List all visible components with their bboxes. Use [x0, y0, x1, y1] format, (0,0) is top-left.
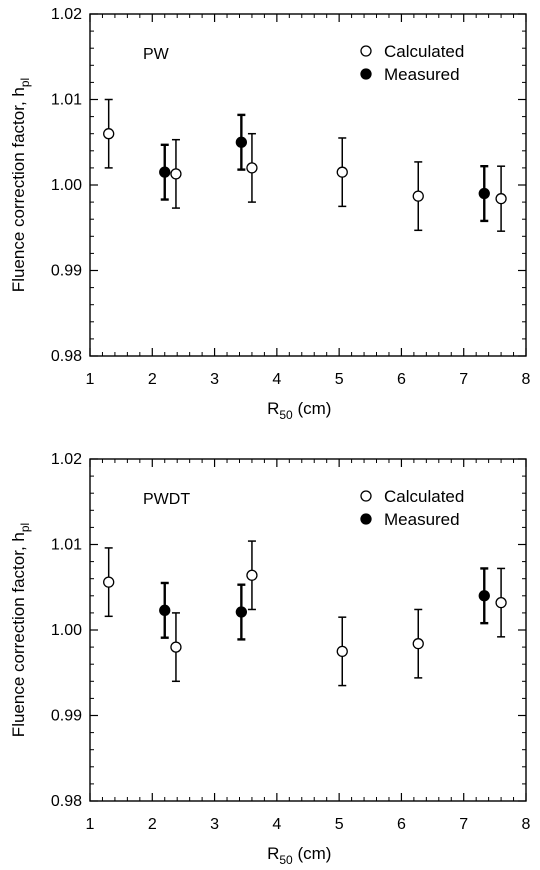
calculated-point: [336, 137, 348, 208]
x-tick-label: 6: [397, 816, 406, 833]
calculated-point: [246, 540, 258, 611]
legend-label: Calculated: [384, 487, 464, 506]
y-axis-title: Fluence correction factor, hpl: [9, 523, 32, 737]
legend-label: Calculated: [384, 42, 464, 61]
calculated-point: [170, 138, 182, 209]
x-tick-label: 4: [272, 371, 281, 388]
legend-marker-calculated: [360, 490, 372, 502]
y-tick-label: 1.01: [51, 537, 82, 554]
plot-frame: [89, 458, 527, 802]
legend: Calculated Measured: [360, 42, 464, 84]
x-axis-title: R50 (cm): [267, 399, 331, 422]
calculated-point: [495, 567, 507, 638]
x-tick-label: 2: [148, 371, 157, 388]
measured-point: [159, 143, 171, 201]
data-marker: [159, 604, 171, 616]
data-marker: [412, 638, 424, 650]
calculated-point: [495, 165, 507, 232]
data-marker: [170, 168, 182, 180]
data-marker: [235, 136, 248, 148]
calculated-point: [336, 616, 348, 687]
x-tick-label: 8: [522, 816, 531, 833]
x-tick-label: 4: [272, 816, 281, 833]
legend-marker-measured: [360, 513, 372, 525]
y-tick-label: 1.02: [51, 6, 82, 23]
legend: Calculated Measured: [360, 487, 464, 529]
data-marker: [336, 645, 348, 658]
measured-point: [235, 113, 248, 171]
data-marker: [412, 190, 424, 202]
data-marker: [478, 590, 490, 602]
measured-point: [235, 583, 248, 641]
x-tick-label: 1: [86, 371, 95, 388]
data-marker: [170, 641, 182, 653]
legend-label: Measured: [384, 65, 460, 84]
data-marker: [478, 187, 490, 200]
x-tick-label: 1: [86, 816, 95, 833]
data-marker: [159, 166, 171, 178]
x-tick-label: 6: [397, 371, 406, 388]
y-axis-title: Fluence correction factor, hpl: [9, 78, 32, 292]
chart-panel-1: 1 2 3 4 5 6 7 8 0.98 0.99 1.00 1.01 1.02 R50 (cm) Flue…: [9, 6, 531, 422]
x-tick-label: 2: [148, 816, 157, 833]
x-tick-label: 3: [210, 816, 219, 833]
calculated-point: [103, 547, 115, 618]
y-tick-label: 0.98: [51, 348, 82, 365]
x-tick-label: 8: [522, 371, 531, 388]
x-tick-label: 5: [335, 816, 344, 833]
y-tick-label: 0.99: [51, 708, 82, 725]
panel-label: PWDT: [143, 491, 190, 508]
measured-point: [478, 164, 490, 223]
panel-label: PW: [143, 46, 170, 63]
calculated-point: [412, 161, 424, 232]
x-tick-label: 5: [335, 371, 344, 388]
calculated-point: [170, 612, 182, 683]
data-marker: [246, 162, 258, 174]
y-tick-label: 1.02: [51, 451, 82, 468]
data-marker: [103, 576, 115, 588]
y-tick-label: 1.01: [51, 92, 82, 109]
x-tick-label: 7: [459, 371, 468, 388]
chart-panel-2: 1 2 3 4 5 6 7 8 0.98 0.99 1.00 1.01 1.02 R50 (cm) Flue…: [9, 451, 531, 867]
data-marker: [495, 193, 507, 205]
x-axis-title: R50 (cm): [267, 844, 331, 867]
measured-point: [478, 567, 490, 625]
data-marker: [246, 569, 258, 581]
y-tick-label: 0.98: [51, 793, 82, 810]
data-marker: [495, 596, 507, 609]
measured-point: [159, 581, 171, 639]
legend-marker-calculated: [360, 45, 372, 57]
y-tick-label: 1.00: [51, 177, 82, 194]
calculated-point: [412, 608, 424, 679]
calculated-point: [246, 132, 258, 203]
x-tick-label: 7: [459, 816, 468, 833]
x-tick-label: 3: [210, 371, 219, 388]
data-marker: [103, 128, 115, 140]
data-marker: [336, 166, 348, 178]
y-tick-label: 1.00: [51, 622, 82, 639]
plot-frame: [89, 13, 527, 357]
legend-marker-measured: [360, 68, 372, 80]
calculated-point: [103, 98, 115, 169]
legend-label: Measured: [384, 510, 460, 529]
data-marker: [235, 606, 248, 618]
y-tick-label: 0.99: [51, 263, 82, 280]
